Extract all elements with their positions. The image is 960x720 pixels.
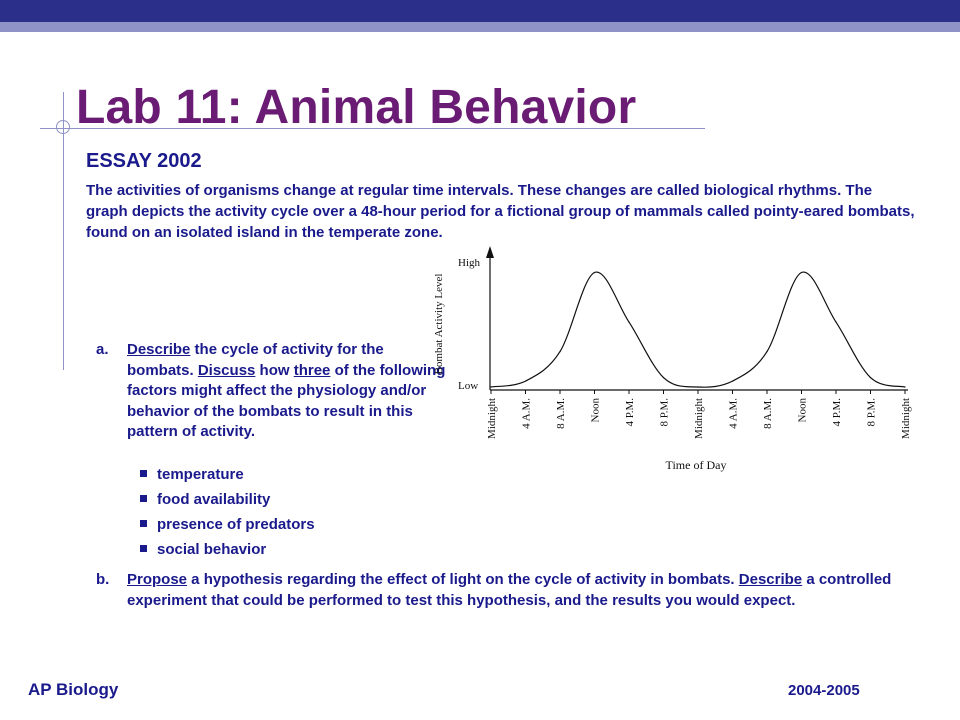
x-tick-label: 4 A.M.	[521, 398, 533, 429]
slide-title: Lab 11: Animal Behavior	[76, 81, 637, 134]
question-b-text-2: a controlled experiment that could be pe…	[127, 571, 892, 609]
y-axis-arrow-icon	[486, 246, 494, 258]
factor-label: temperature	[157, 466, 244, 483]
footer-year: 2004-2005	[788, 682, 860, 699]
x-tick-label: 4 A.M.	[728, 398, 740, 429]
data-point	[835, 321, 837, 323]
data-point	[628, 321, 630, 323]
question-a-verb-describe: Describe	[127, 341, 191, 358]
question-a-text: Describe the cycle of activity for the b…	[127, 340, 448, 443]
question-b-verb-describe: Describe	[738, 571, 803, 588]
factor-item: food availability	[140, 487, 315, 512]
x-tick-label: 8 A.M.	[555, 398, 567, 429]
question-b-text-1: a hypothesis regarding the effect of lig…	[187, 571, 739, 588]
data-point	[559, 351, 561, 353]
x-tick-label: Noon	[797, 398, 809, 423]
data-point	[524, 380, 527, 382]
factor-label: food availability	[157, 491, 271, 508]
data-point	[904, 386, 906, 388]
square-bullet-icon	[140, 544, 147, 552]
question-b-verb-propose: Propose	[127, 571, 188, 588]
x-tick-label: Midnight	[900, 398, 912, 439]
square-bullet-icon	[140, 519, 147, 527]
data-point	[697, 386, 699, 388]
top-banner-light	[0, 22, 960, 32]
factor-item: presence of predators	[140, 512, 315, 537]
data-point	[662, 377, 665, 379]
x-tick-label: Midnight	[486, 398, 498, 439]
data-point	[766, 351, 768, 353]
question-a-verb-discuss: Discuss	[197, 361, 256, 379]
x-tick-label: 8 P.M.	[659, 398, 671, 427]
data-point	[490, 386, 492, 388]
question-b-letter: b.	[96, 571, 110, 588]
x-axis-title: Time of Day	[666, 458, 727, 472]
question-b-text: Propose a hypothesis regarding the effec…	[127, 570, 916, 611]
y-tick-low: Low	[458, 380, 478, 392]
horizontal-guide-line	[40, 128, 705, 129]
y-tick-high: High	[458, 257, 481, 269]
x-tick-label: 8 A.M.	[762, 398, 774, 429]
x-tick-label: Noon	[590, 398, 602, 423]
intro-paragraph: The activities of organisms change at re…	[86, 182, 915, 241]
essay-subtitle: ESSAY 2002	[86, 150, 202, 172]
square-bullet-icon	[140, 494, 147, 502]
x-tick-label: 4 P.M.	[624, 398, 636, 427]
footer-course: AP Biology	[28, 680, 119, 699]
data-point	[869, 377, 872, 379]
factor-label: social behavior	[157, 541, 267, 558]
question-a-text-1: the cycle of activity for the bombats.	[127, 341, 384, 379]
question-a-letter: a.	[96, 341, 109, 358]
factor-label: presence of predators	[157, 516, 315, 533]
factor-list: temperature food availability presence o…	[140, 462, 315, 562]
question-a-word-three: three	[293, 361, 331, 379]
question-a-text-3: of the following factors might affect th…	[127, 361, 446, 441]
factor-item: social behavior	[140, 537, 315, 562]
data-point	[800, 271, 803, 274]
x-tick-label: 8 P.M.	[866, 398, 878, 427]
square-bullet-icon	[140, 469, 147, 477]
top-banner-dark	[0, 0, 960, 22]
question-b: b. Propose a hypothesis regarding the ef…	[96, 570, 916, 611]
question-a: a. Describe the cycle of activity for th…	[96, 340, 448, 443]
x-tick-label: 4 P.M.	[831, 398, 843, 427]
question-a-text-2: how	[255, 361, 294, 379]
y-axis-title: Bombat Activity Level	[433, 274, 445, 375]
data-point	[593, 271, 596, 274]
crosshair-circle	[56, 120, 70, 134]
data-point	[731, 380, 734, 382]
activity-series-line-0	[490, 271, 906, 388]
activity-chart: Bombat Activity Level High Low Midnight 4…	[433, 246, 912, 472]
x-ticks: Midnight 4 A.M. 8 A.M. Noon 4 P.M. 8 P.M. Midn…	[486, 390, 912, 439]
x-tick-label: Midnight	[693, 398, 705, 439]
factor-item: temperature	[140, 462, 315, 487]
series-group	[490, 271, 906, 388]
vertical-guide-line	[63, 92, 64, 370]
